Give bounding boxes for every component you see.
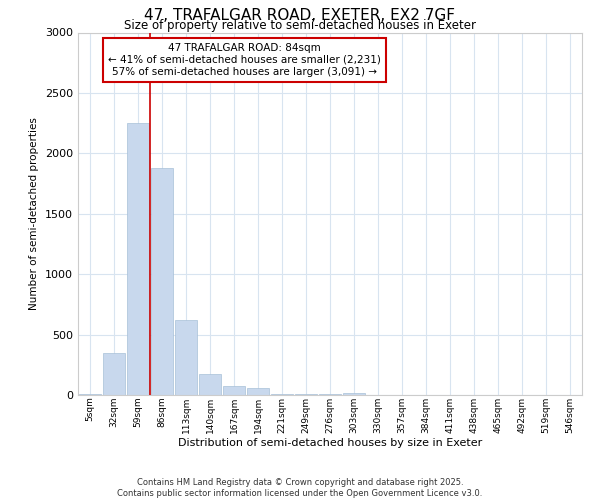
Bar (223, 386, 245, 395)
Bar (319, 394, 341, 395)
Text: Size of property relative to semi-detached houses in Exeter: Size of property relative to semi-detach… (124, 19, 476, 32)
Text: 47 TRAFALGAR ROAD: 84sqm
← 41% of semi-detached houses are smaller (2,231)
57% o: 47 TRAFALGAR ROAD: 84sqm ← 41% of semi-d… (108, 44, 381, 76)
Bar (151, 168, 173, 395)
Bar (199, 374, 221, 395)
Bar (79, 394, 101, 395)
Bar (127, 123, 149, 395)
Text: Contains HM Land Registry data © Crown copyright and database right 2025.
Contai: Contains HM Land Registry data © Crown c… (118, 478, 482, 498)
Y-axis label: Number of semi-detached properties: Number of semi-detached properties (29, 118, 40, 310)
Bar (295, 394, 317, 395)
Bar (103, 352, 125, 395)
Bar (175, 320, 197, 395)
Bar (247, 388, 269, 395)
Text: 47, TRAFALGAR ROAD, EXETER, EX2 7GF: 47, TRAFALGAR ROAD, EXETER, EX2 7GF (145, 8, 455, 22)
Bar (343, 392, 365, 395)
Bar (271, 394, 293, 395)
X-axis label: Distribution of semi-detached houses by size in Exeter: Distribution of semi-detached houses by … (178, 438, 482, 448)
